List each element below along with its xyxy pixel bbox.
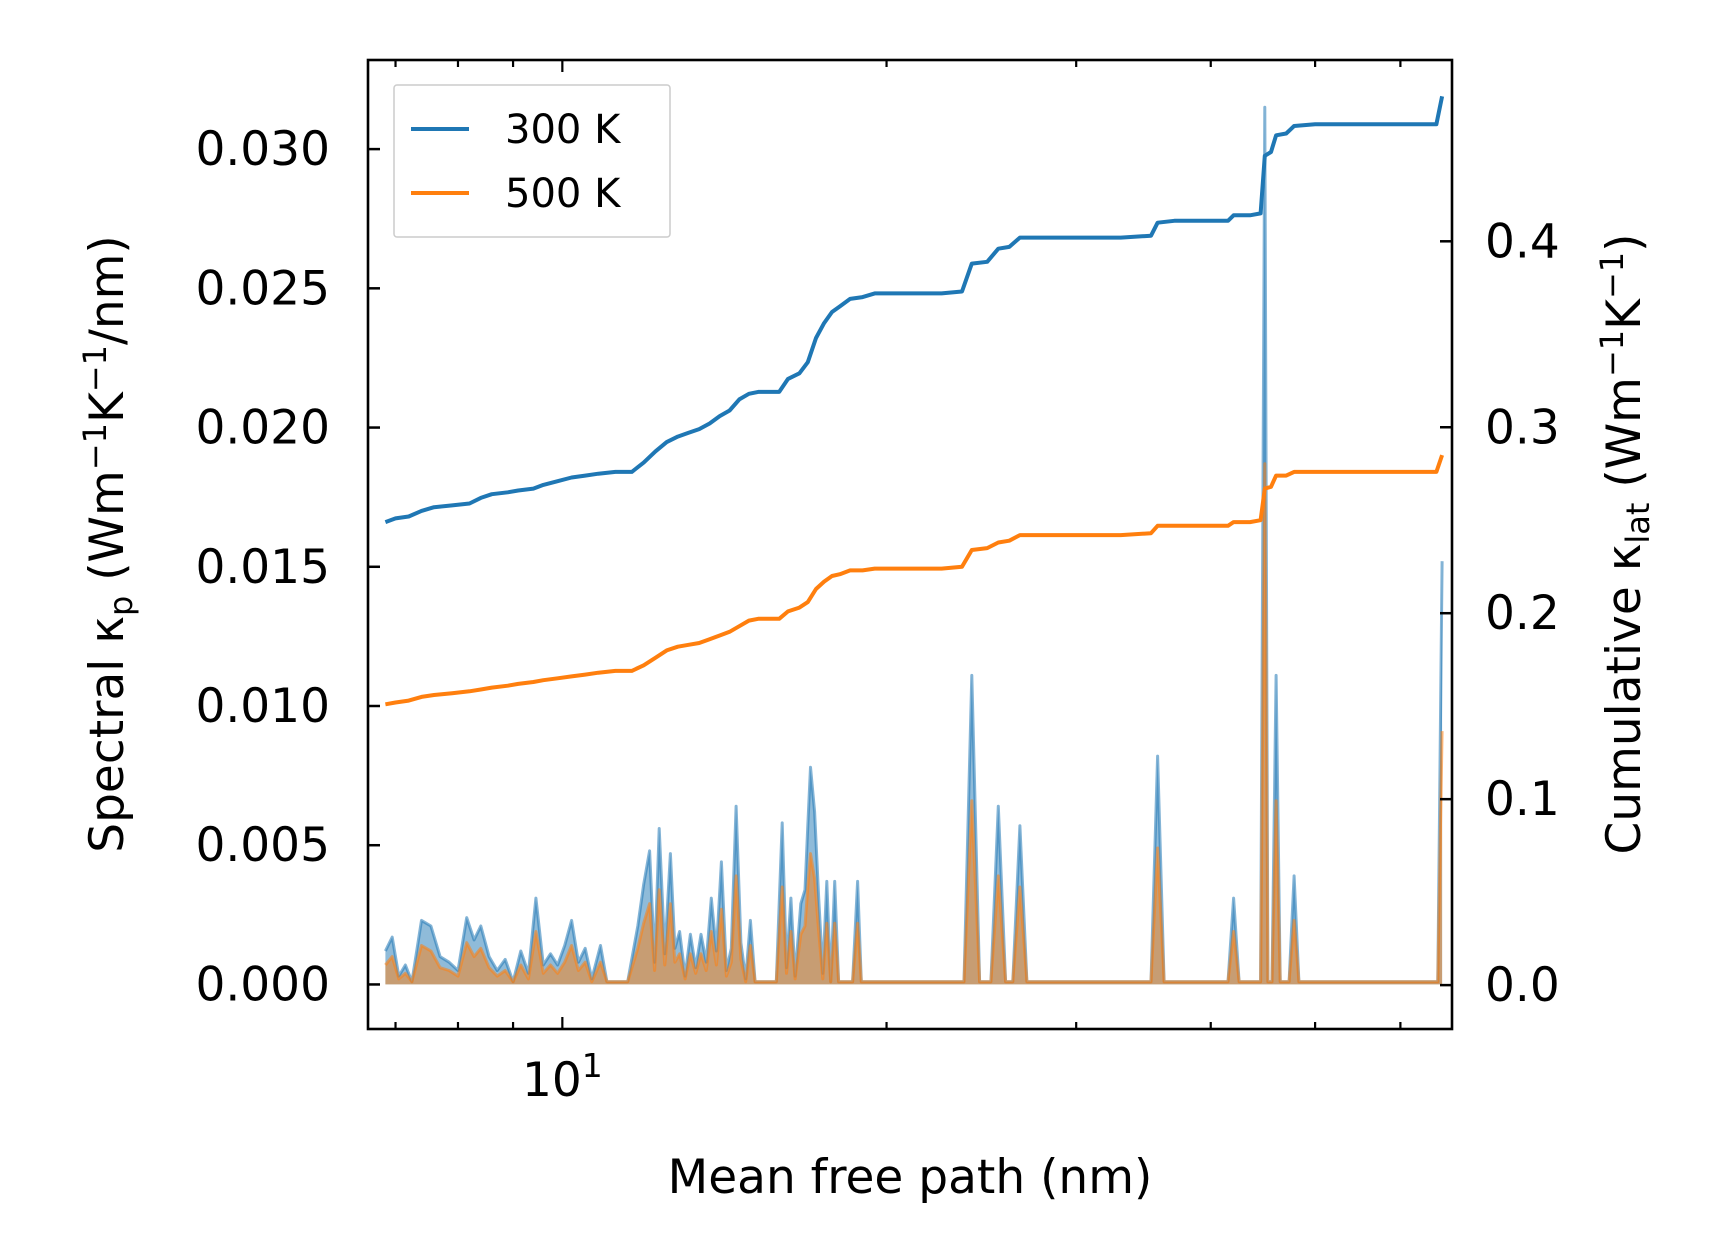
y-axis-label-main: Spectral κ [80, 616, 135, 853]
y-tick-label: 0.025 [195, 261, 330, 316]
y-axis-label-sup2: −1 [76, 345, 114, 392]
y2-axis-label-sup2: −1 [1593, 252, 1631, 299]
legend-box [393, 84, 671, 238]
y2-tick-label: 0.0 [1485, 958, 1560, 1013]
y-axis-label-end: /nm) [80, 235, 135, 345]
legend-label-500k: 500 K [505, 171, 622, 217]
y2-axis-label-sup1: −1 [1593, 330, 1631, 377]
y2-axis-label-k: K [1597, 298, 1652, 330]
y2-axis-label-main: Cumulative κ [1597, 544, 1652, 855]
x-tick-label-exponent: 1 [582, 1046, 603, 1085]
y-tick-label: 0.015 [195, 540, 330, 595]
y2-axis-label: Cumulative κlat (Wm−1K−1) [1593, 233, 1657, 854]
y-tick-label: 0.010 [195, 679, 330, 734]
y-axis-label-sub: p [102, 596, 140, 616]
y2-axis-label-sub: lat [1619, 503, 1657, 544]
spectral-500k-line [384, 462, 1444, 984]
y-axis-label-k: K [80, 391, 135, 423]
cumulative-300k-line [384, 95, 1445, 524]
tick-labels: 0.000 0.005 0.010 0.015 0.020 0.025 0.030 0.0 0.… [195, 122, 1559, 1108]
legend-label-300k: 300 K [505, 107, 622, 153]
x-tick-label: 101 [522, 1046, 603, 1108]
y-tick-label: 0.000 [195, 957, 330, 1012]
plot-frame [366, 58, 1454, 1031]
y2-tick-label: 0.3 [1485, 400, 1560, 455]
y2-axis-label-units: (Wm [1597, 377, 1652, 503]
y-axis-label-sup1: −1 [76, 423, 114, 470]
y2-axis-label-end: ) [1597, 233, 1652, 251]
x-tick-label-base: 10 [522, 1053, 582, 1108]
y-tick-label: 0.020 [195, 401, 330, 456]
y2-tick-label: 0.2 [1485, 586, 1560, 641]
y-tick-label: 0.005 [195, 818, 330, 873]
cumulative-500k-line [385, 454, 1444, 707]
legend: 300 K 500 K [393, 84, 671, 238]
plot-area [384, 95, 1445, 985]
y2-tick-label: 0.1 [1485, 772, 1560, 827]
y-axis-label-units: (Wm [80, 470, 135, 596]
x-axis-label: Mean free path (nm) [668, 1150, 1153, 1205]
y-axis-label: Spectral κp (Wm−1K−1/nm) [76, 235, 140, 852]
axis-ticks [368, 60, 1452, 1029]
y2-tick-label: 0.4 [1485, 214, 1560, 269]
y-tick-label: 0.030 [195, 122, 330, 177]
